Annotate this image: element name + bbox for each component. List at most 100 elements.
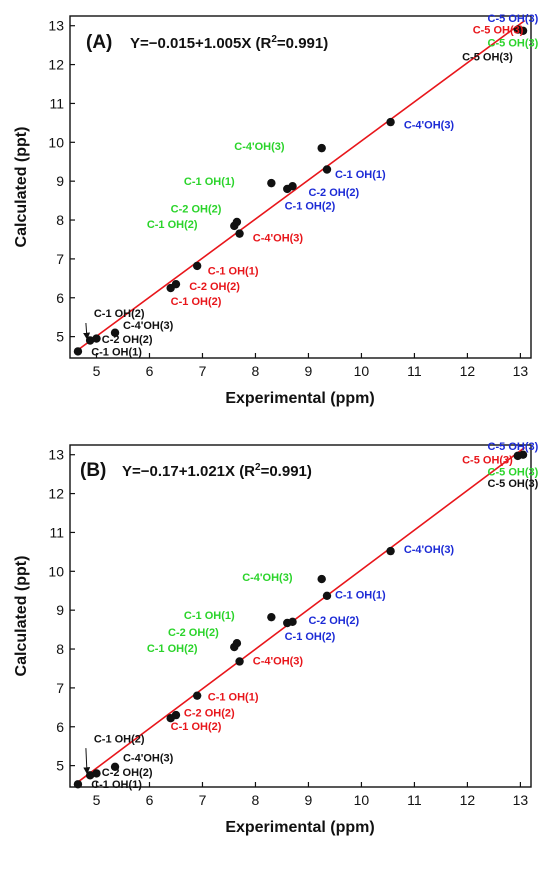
point-label: C-1 OH(1) bbox=[335, 169, 386, 181]
data-point bbox=[92, 769, 101, 778]
data-point bbox=[73, 780, 83, 789]
data-point bbox=[267, 612, 276, 622]
y-tick-label: 9 bbox=[56, 173, 64, 189]
point-label: C-1 OH(2) bbox=[94, 733, 145, 745]
data-point bbox=[192, 691, 202, 700]
point-label: C-5 OH(3) bbox=[488, 441, 539, 453]
x-axis-label: Experimental (ppm) bbox=[225, 390, 374, 407]
point-label: C-2 OH(2) bbox=[171, 203, 222, 215]
data-point bbox=[288, 617, 297, 627]
y-tick-label: 12 bbox=[48, 57, 64, 73]
data-point bbox=[171, 710, 181, 720]
x-tick-label: 12 bbox=[460, 363, 476, 379]
point-label: C-4'OH(3) bbox=[253, 656, 304, 668]
data-point bbox=[235, 229, 244, 238]
x-tick-label: 6 bbox=[146, 792, 154, 808]
point-label: C-4'OH(3) bbox=[242, 572, 293, 584]
y-tick-label: 6 bbox=[56, 290, 64, 306]
x-tick-label: 7 bbox=[199, 363, 207, 379]
chart-panel-b: (B) Y=−0.17+1.021X (R2=0.991) Experiment… bbox=[13, 441, 539, 836]
x-tick-label: 7 bbox=[199, 792, 207, 808]
point-label: C-1 OH(2) bbox=[285, 631, 336, 643]
point-label: C-2 OH(2) bbox=[189, 281, 240, 293]
chart-panel-a: (A) Y=−0.015+1.005X (R2=0.991) Experimen… bbox=[13, 13, 539, 407]
x-tick-label: 10 bbox=[354, 363, 370, 379]
y-tick-label: 5 bbox=[56, 758, 64, 774]
point-label: C-1 OH(2) bbox=[171, 721, 222, 733]
y-axis-label: Calculated (ppt) bbox=[13, 127, 30, 248]
point-label: C-2 OH(2) bbox=[102, 767, 153, 779]
data-point bbox=[110, 328, 120, 337]
equation-superscript: 2 bbox=[255, 462, 261, 473]
y-tick-label: 9 bbox=[56, 602, 64, 618]
y-tick-label: 11 bbox=[49, 524, 64, 540]
x-tick-label: 10 bbox=[354, 792, 370, 808]
fit-line bbox=[73, 20, 526, 354]
annotation-arrow bbox=[83, 748, 91, 775]
data-point bbox=[267, 178, 276, 188]
data-point bbox=[73, 347, 83, 356]
x-tick-label: 6 bbox=[146, 363, 154, 379]
point-label: C-2 OH(2) bbox=[168, 627, 219, 639]
annotation-arrow bbox=[83, 322, 91, 340]
y-tick-label: 10 bbox=[48, 563, 64, 579]
x-tick-label: 5 bbox=[93, 363, 101, 379]
y-tick-label: 5 bbox=[56, 329, 64, 345]
y-tick-label: 6 bbox=[56, 719, 64, 735]
x-tick-label: 13 bbox=[513, 363, 529, 379]
point-label: C-5 OH(3) bbox=[488, 13, 539, 25]
point-label: C-1 OH(2) bbox=[171, 296, 222, 308]
data-point bbox=[386, 546, 395, 556]
data-point bbox=[317, 143, 326, 153]
point-label: C-1 OH(2) bbox=[147, 219, 198, 231]
point-label: C-1 OH(1) bbox=[184, 176, 235, 188]
x-tick-label: 11 bbox=[407, 363, 422, 379]
point-label: C-4'OH(3) bbox=[123, 320, 174, 332]
x-tick-label: 11 bbox=[407, 792, 422, 808]
data-point bbox=[386, 117, 395, 127]
point-label: C-1 OH(2) bbox=[147, 643, 198, 655]
point-label: C-4'OH(3) bbox=[234, 141, 285, 153]
plot-frame bbox=[69, 15, 532, 359]
fit-line bbox=[73, 446, 526, 786]
point-label: C-2 OH(2) bbox=[102, 334, 153, 346]
panel-label: (B) bbox=[80, 460, 106, 481]
data-point bbox=[317, 574, 326, 584]
point-label: C-1 OH(1) bbox=[91, 346, 142, 358]
data-point bbox=[92, 334, 101, 343]
y-tick-label: 8 bbox=[56, 641, 64, 657]
point-label: C-5 OH(3) bbox=[473, 24, 524, 36]
point-label: C-1 OH(2) bbox=[94, 308, 145, 320]
data-point bbox=[235, 657, 244, 666]
x-tick-label: 8 bbox=[252, 363, 260, 379]
y-tick-label: 10 bbox=[48, 134, 64, 150]
point-label: C-2 OH(2) bbox=[308, 187, 359, 199]
y-tick-label: 12 bbox=[48, 486, 64, 502]
point-label: C-5 OH(3) bbox=[462, 455, 513, 467]
x-axis-label: Experimental (ppm) bbox=[225, 819, 374, 836]
panel-label: (A) bbox=[86, 32, 112, 53]
plot-frame bbox=[69, 444, 532, 788]
point-label: C-1 OH(1) bbox=[335, 590, 386, 602]
equation-superscript: 2 bbox=[271, 34, 277, 45]
data-point bbox=[232, 217, 242, 227]
y-tick-label: 13 bbox=[48, 18, 64, 34]
fit-equation: Y=−0.015+1.005X (R2=0.991) bbox=[130, 34, 328, 52]
data-point bbox=[322, 165, 332, 174]
x-tick-label: 9 bbox=[305, 792, 313, 808]
data-point bbox=[232, 639, 242, 648]
point-label: C-5 OH(3) bbox=[488, 37, 539, 49]
point-label: C-1 OH(2) bbox=[285, 201, 336, 213]
point-label: C-5 OH(3) bbox=[462, 52, 513, 64]
data-point bbox=[518, 450, 528, 459]
data-point bbox=[322, 591, 332, 600]
data-point bbox=[110, 762, 120, 771]
point-label: C-2 OH(2) bbox=[308, 615, 359, 627]
data-point bbox=[192, 261, 202, 271]
x-tick-label: 13 bbox=[513, 792, 529, 808]
point-label: C-1 OH(1) bbox=[91, 779, 142, 791]
y-tick-label: 7 bbox=[56, 251, 64, 267]
x-tick-label: 12 bbox=[460, 792, 476, 808]
point-label: C-1 OH(1) bbox=[184, 610, 235, 622]
data-point bbox=[171, 279, 181, 289]
